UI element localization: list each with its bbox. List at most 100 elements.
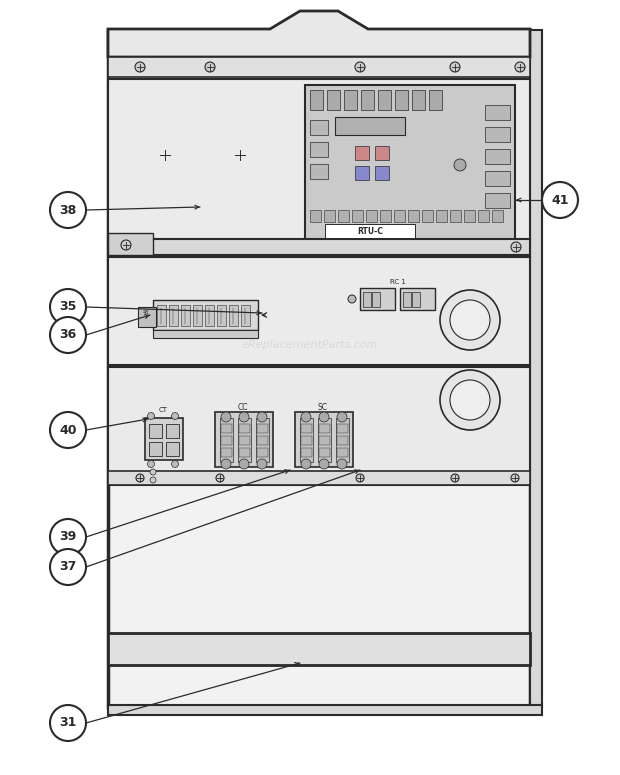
Bar [108,30,530,707]
Bar [395,90,408,110]
Bar [310,164,328,179]
Bar [169,305,178,326]
Bar [157,305,166,326]
Circle shape [450,380,490,420]
Bar [485,127,510,142]
Bar [301,424,312,433]
Bar [325,224,415,238]
Circle shape [319,459,329,469]
Bar [450,210,461,222]
Bar [366,210,377,222]
Polygon shape [108,11,530,57]
Bar [108,239,530,255]
Bar [221,436,232,445]
Bar [181,305,190,326]
Bar [257,448,268,457]
Circle shape [337,412,347,422]
Bar [217,305,226,326]
Text: 48: 48 [143,309,149,315]
Circle shape [301,412,311,422]
Text: RC 1: RC 1 [390,279,406,285]
Bar [403,292,411,307]
Circle shape [451,474,459,482]
Text: 41: 41 [551,194,569,206]
Bar [220,418,233,462]
Bar [478,210,489,222]
Circle shape [450,300,490,340]
Circle shape [50,289,86,325]
Bar [310,120,328,135]
Circle shape [257,412,267,422]
Bar [301,436,312,445]
Circle shape [50,705,86,741]
Bar [241,305,250,326]
Bar [108,257,530,365]
Circle shape [454,159,466,171]
Bar [485,105,510,120]
Circle shape [257,459,267,469]
Bar [310,142,328,157]
Circle shape [450,62,460,72]
Circle shape [337,459,347,469]
Bar [239,424,250,433]
Circle shape [355,62,365,72]
Circle shape [216,474,224,482]
Bar [166,442,179,456]
Text: 38: 38 [60,204,77,216]
Text: CC: CC [237,402,248,412]
Text: 31: 31 [60,717,77,729]
Bar [327,90,340,110]
Bar [256,418,269,462]
Bar [319,436,330,445]
Bar [375,146,389,160]
Bar [485,171,510,186]
Bar [372,292,380,307]
Circle shape [515,62,525,72]
Bar [221,448,232,457]
Circle shape [150,469,156,475]
Circle shape [50,317,86,353]
Circle shape [239,459,249,469]
Circle shape [135,62,145,72]
Bar [355,166,369,180]
Bar [344,90,357,110]
Bar [149,424,162,438]
Bar [335,117,405,135]
Bar [138,307,156,327]
Bar [530,30,542,707]
Bar [492,210,503,222]
Circle shape [148,412,154,419]
Bar [422,210,433,222]
Bar [375,166,389,180]
Text: 35: 35 [60,301,77,314]
Bar [485,193,510,208]
Bar [239,436,250,445]
Bar [166,424,179,438]
Bar [319,448,330,457]
Text: 39: 39 [60,531,77,543]
Bar [336,418,349,462]
Bar [149,442,162,456]
Circle shape [542,182,578,218]
Circle shape [511,474,519,482]
Bar [436,210,447,222]
Bar [300,418,313,462]
Bar [337,424,348,433]
Bar [412,292,420,307]
Circle shape [221,459,231,469]
Bar [319,424,330,433]
Bar [485,149,510,164]
Bar [464,210,475,222]
Text: RTU-C: RTU-C [357,226,383,236]
Circle shape [319,412,329,422]
Bar [355,146,369,160]
Bar [215,412,273,467]
Bar [257,424,268,433]
Bar [352,210,363,222]
Circle shape [50,519,86,555]
Bar [108,705,542,715]
Bar [221,424,232,433]
Circle shape [440,370,500,430]
Circle shape [150,477,156,483]
Bar [361,90,374,110]
